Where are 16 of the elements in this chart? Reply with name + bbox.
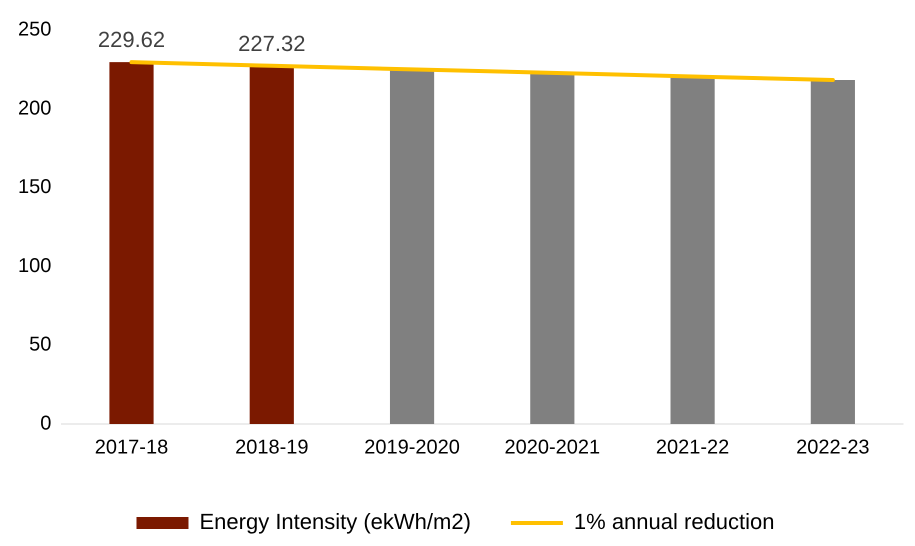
x-tick-label: 2018-19 bbox=[235, 436, 308, 459]
data-label: 229.62 bbox=[98, 27, 166, 52]
y-tick-label: 150 bbox=[18, 176, 52, 198]
legend-label: 1% annual reduction bbox=[574, 509, 775, 534]
x-tick-label: 2022-23 bbox=[796, 436, 870, 459]
y-tick-label: 50 bbox=[29, 334, 52, 356]
y-tick-label: 200 bbox=[18, 97, 52, 120]
y-tick-label: 100 bbox=[18, 254, 52, 277]
x-tick-label: 2017-18 bbox=[94, 436, 168, 459]
legend-label: Energy Intensity (ekWh/m2) bbox=[199, 509, 471, 534]
y-tick-label: 0 bbox=[40, 412, 52, 435]
data-label: 227.32 bbox=[238, 30, 306, 56]
x-tick-label: 2021-22 bbox=[656, 436, 730, 459]
x-tick-label: 2020-2021 bbox=[504, 436, 600, 459]
y-tick-label: 250 bbox=[18, 18, 52, 41]
x-tick-label: 2019-2020 bbox=[364, 436, 460, 459]
